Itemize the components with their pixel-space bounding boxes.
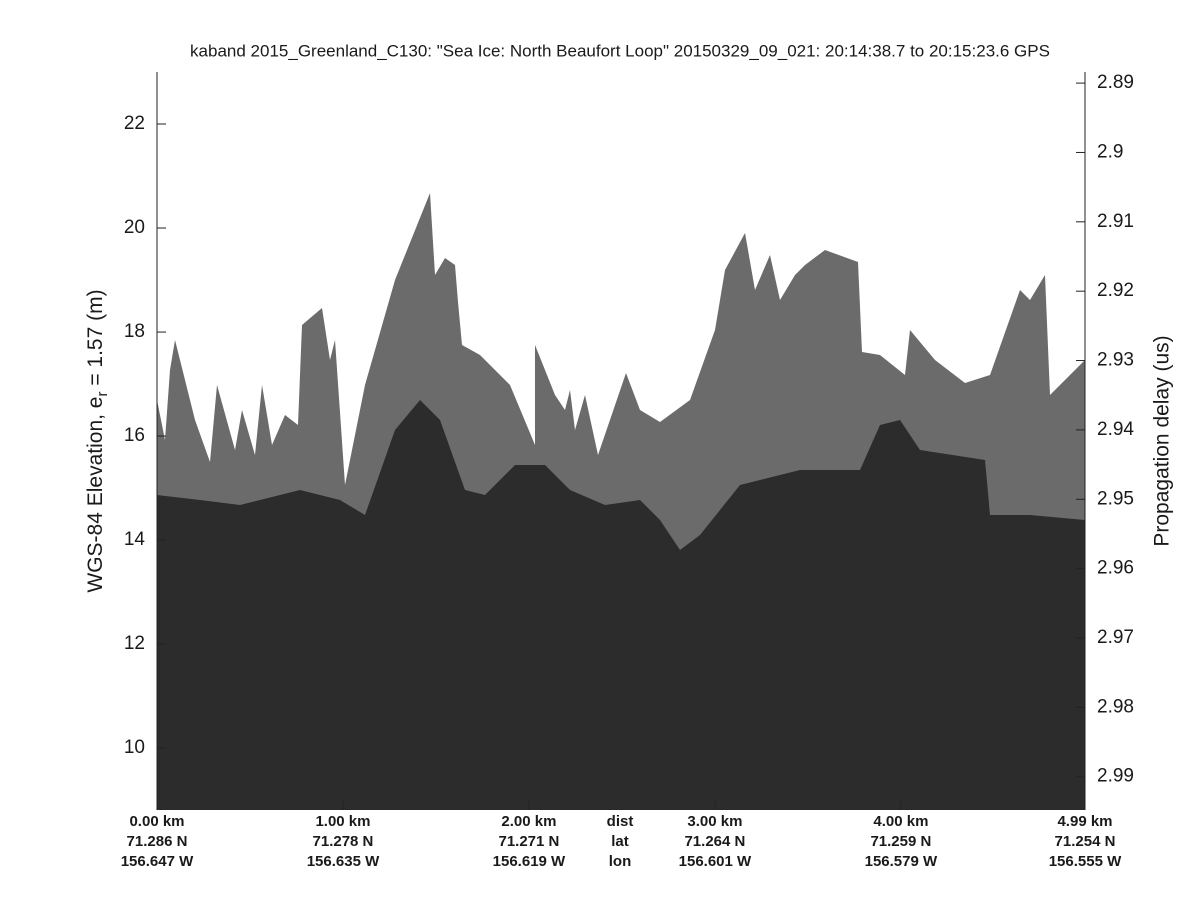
y-tick-label: 10 bbox=[124, 737, 145, 758]
chart-title: kaband 2015_Greenland_C130: "Sea Ice: No… bbox=[190, 41, 1050, 60]
lon-label: 156.601 W bbox=[679, 853, 752, 870]
lat-label: 71.286 N bbox=[127, 833, 188, 850]
y-tick-label: 16 bbox=[124, 425, 145, 446]
y-tick-label: 12 bbox=[124, 633, 145, 654]
lon-label: 156.647 W bbox=[121, 853, 194, 870]
y-label-text: WGS-84 Elevation, e bbox=[84, 397, 107, 593]
x-tick-label: 3.00 km bbox=[687, 813, 742, 830]
x-tick-label: 4.00 km bbox=[873, 813, 928, 830]
lat-label: 71.259 N bbox=[870, 833, 931, 850]
y-tick-label: 20 bbox=[124, 217, 145, 238]
y2-tick-label: 2.99 bbox=[1097, 766, 1134, 787]
y2-tick-label: 2.89 bbox=[1097, 72, 1134, 93]
x-tick-label: 0.00 km bbox=[129, 813, 184, 830]
x-tick-label: 2.00 km bbox=[501, 813, 556, 830]
lon-label: 156.555 W bbox=[1049, 853, 1122, 870]
lon-label: 156.579 W bbox=[865, 853, 938, 870]
lat-label: 71.254 N bbox=[1055, 833, 1116, 850]
lat-label: 71.264 N bbox=[684, 833, 745, 850]
y-label-subscript: r bbox=[94, 392, 111, 397]
x-tick-label: 4.99 km bbox=[1057, 813, 1112, 830]
lon-label: 156.635 W bbox=[307, 853, 380, 870]
y-tick-label: 14 bbox=[124, 529, 146, 550]
echogram-image bbox=[157, 193, 1085, 810]
row-label: lat bbox=[611, 833, 629, 850]
y2-tick-label: 2.93 bbox=[1097, 350, 1134, 371]
row-label: dist bbox=[607, 813, 634, 830]
lat-label: 71.271 N bbox=[498, 833, 559, 850]
y-tick-label: 22 bbox=[124, 113, 145, 134]
y2-tick-label: 2.96 bbox=[1097, 558, 1134, 579]
y2-tick-label: 2.94 bbox=[1097, 419, 1134, 440]
y2-tick-label: 2.97 bbox=[1097, 627, 1134, 648]
x-tick-label: 1.00 km bbox=[315, 813, 370, 830]
row-label: lon bbox=[609, 853, 632, 870]
y2-tick-label: 2.92 bbox=[1097, 280, 1134, 301]
lat-label: 71.278 N bbox=[313, 833, 374, 850]
y2-tick-label: 2.98 bbox=[1097, 696, 1134, 717]
echo-lower bbox=[157, 400, 1085, 810]
y2-tick-label: 2.95 bbox=[1097, 488, 1134, 509]
y2-axis-label: Propagation delay (us) bbox=[1151, 335, 1174, 546]
y-label-text: = 1.57 (m) bbox=[84, 289, 107, 391]
y-tick-label: 18 bbox=[124, 321, 145, 342]
lon-label: 156.619 W bbox=[493, 853, 566, 870]
y-axis-label: WGS-84 Elevation, er = 1.57 (m) bbox=[84, 289, 111, 592]
y2-tick-label: 2.9 bbox=[1097, 141, 1123, 162]
y2-tick-label: 2.91 bbox=[1097, 211, 1134, 232]
